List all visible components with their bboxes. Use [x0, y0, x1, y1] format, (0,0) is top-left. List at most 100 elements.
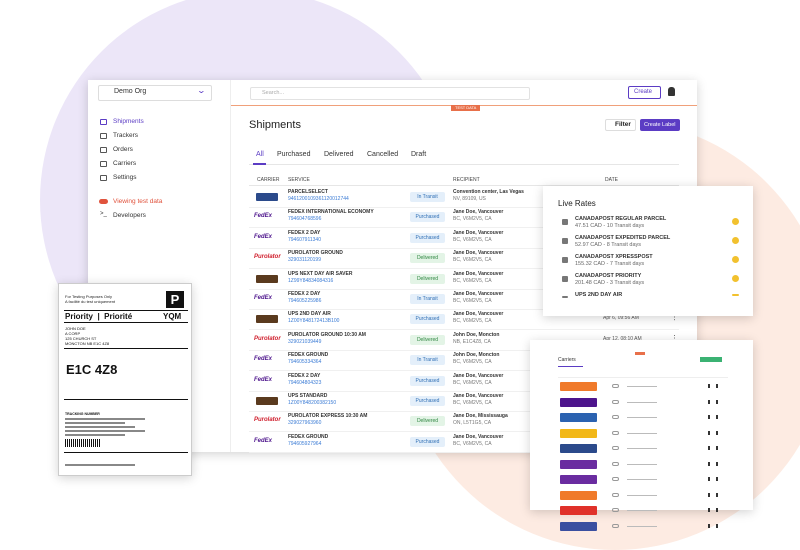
row-menu[interactable]: ···	[670, 333, 679, 342]
tracking[interactable]: 9461200109361120012744	[288, 196, 349, 202]
carrier-toggle[interactable]	[612, 523, 619, 528]
recipient: Jane Doe, Vancouver	[453, 372, 504, 379]
rate-icon	[562, 238, 568, 244]
nav-item[interactable]: Orders	[113, 146, 133, 153]
tab[interactable]: Delivered	[324, 151, 354, 158]
tracking[interactable]: 794607911340	[288, 236, 321, 243]
row-line	[249, 309, 679, 310]
carrier-toggle[interactable]	[612, 384, 619, 388]
developers[interactable]: Developers	[113, 212, 146, 219]
tracking[interactable]: 794604804323	[288, 379, 322, 386]
rate-info	[732, 294, 739, 296]
carrier-toggle[interactable]	[612, 399, 619, 404]
carrier-logo-tile	[560, 475, 597, 484]
carrier-line	[627, 417, 657, 418]
carrier-toggle[interactable]	[612, 415, 619, 419]
carrier-toggle[interactable]	[612, 461, 619, 466]
carrier-actions[interactable]	[708, 415, 718, 419]
rate-service[interactable]: CANADAPOST REGULAR PARCEL	[575, 216, 667, 222]
column-header: RECIPIENT	[453, 177, 480, 183]
tracking[interactable]: 1Z00Y848172413B100	[288, 318, 340, 325]
address: BC, V6M2V5, CA	[453, 298, 492, 304]
rate-service[interactable]: UPS 2ND DAY AIR	[575, 292, 623, 298]
search-box[interactable]	[250, 87, 530, 100]
address: NV, 89109, US	[453, 196, 486, 202]
label-rule	[64, 310, 188, 311]
service: PUROLATOR GROUND	[288, 250, 343, 257]
carrier-actions[interactable]	[708, 430, 718, 435]
carrier-logo-tile	[560, 444, 597, 453]
recipient: Jane Doe, Vancouver	[453, 393, 504, 399]
carrier-actions[interactable]	[708, 508, 718, 512]
rate-service[interactable]: CANADAPOST XPRESSPOST	[575, 254, 653, 260]
test-mode[interactable]: Viewing test data	[113, 198, 163, 205]
service: PUROLATOR GROUND 10:30 AM	[288, 331, 366, 338]
tracking[interactable]: 329027963960	[288, 420, 322, 427]
carriers-button[interactable]	[700, 357, 722, 362]
label-box	[64, 348, 188, 400]
filter-button[interactable]	[605, 119, 636, 131]
create-button[interactable]	[628, 86, 661, 99]
tab[interactable]: Draft	[411, 151, 427, 158]
nav-icon	[100, 175, 107, 181]
page-title: Shipments	[249, 119, 301, 131]
nav-icon	[100, 133, 107, 139]
row-menu[interactable]: ···	[670, 313, 679, 322]
tracking[interactable]: 794605927964	[288, 440, 322, 447]
nav-item[interactable]: Settings	[113, 174, 137, 181]
recipient: Jane Doe, Vancouver	[453, 291, 504, 297]
tracking[interactable]: 794605225986	[288, 298, 322, 304]
carrier-actions[interactable]	[708, 384, 718, 388]
rate-service[interactable]: CANADAPOST EXPEDITED PARCEL	[575, 235, 671, 241]
carrier-toggle[interactable]	[612, 508, 619, 512]
tracking[interactable]: 794604768596	[288, 216, 322, 223]
tab[interactable]: Purchased	[277, 151, 311, 158]
address: NB, E1C4Z8, CA	[453, 338, 491, 345]
address: BC, V6M2V5, CA	[453, 277, 492, 284]
rate-detail: 47.51 CAD - 10 Transit days	[575, 223, 645, 229]
label-address: A CORP	[65, 331, 81, 336]
service: FEDEX GROUND	[288, 433, 329, 440]
carriers-header	[558, 377, 728, 378]
tracking[interactable]: 1Z99Y84834084316	[288, 277, 334, 284]
carrier-actions[interactable]	[708, 477, 718, 481]
carrier-actions[interactable]	[708, 461, 718, 466]
service: PUROLATOR EXPRESS 10:30 AM	[288, 413, 368, 420]
carrier-actions[interactable]	[708, 492, 718, 497]
label-rule	[64, 452, 188, 453]
status: Delivered	[410, 334, 445, 345]
nav-item[interactable]: Shipments	[113, 118, 144, 125]
dev-icon: >_	[100, 211, 107, 217]
nav-icon	[100, 147, 107, 153]
label-fineprint	[65, 430, 145, 432]
carrier-actions[interactable]	[708, 399, 718, 404]
carrier-actions[interactable]	[708, 523, 718, 528]
tab[interactable]: All	[256, 151, 264, 158]
status: Delivered	[410, 253, 445, 264]
tracking[interactable]: 329031120199	[288, 257, 321, 264]
label-fineprint	[65, 426, 135, 428]
org-chevron: ⌄	[196, 86, 207, 95]
rate-service[interactable]: CANADAPOST PRIORITY	[575, 273, 642, 279]
status: Delivered	[410, 273, 445, 284]
carrier-actions[interactable]	[708, 446, 718, 450]
carrier-toggle[interactable]	[612, 430, 619, 435]
carrier-toggle[interactable]	[612, 477, 619, 481]
rate-detail: 52.97 CAD - 8 Transit days	[575, 242, 642, 248]
nav-item[interactable]: Carriers	[113, 160, 137, 167]
org-select[interactable]	[98, 85, 212, 101]
tab[interactable]: Cancelled	[367, 151, 399, 158]
label-footer	[65, 464, 135, 466]
carrier-toggle[interactable]	[612, 492, 619, 497]
nav-icon	[100, 161, 107, 167]
nav-item[interactable]: Trackers	[113, 132, 139, 139]
tracking[interactable]: 794605334364	[288, 359, 322, 366]
recipient: Jane Doe, Vancouver	[453, 229, 504, 236]
row-line	[249, 329, 679, 331]
tracking[interactable]: 329021039449	[288, 338, 322, 345]
tracking[interactable]: 1Z00Y848200382150	[288, 400, 337, 406]
row-line	[249, 227, 679, 229]
carrier-line	[627, 401, 657, 403]
carrier-toggle[interactable]	[612, 446, 619, 450]
create-label-button[interactable]	[640, 119, 680, 131]
